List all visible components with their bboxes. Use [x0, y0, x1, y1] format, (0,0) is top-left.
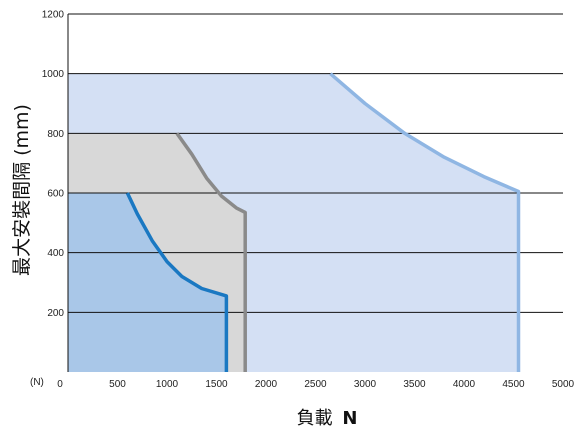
x-tick-label-1500: 1500 [205, 379, 228, 390]
x-axis-label: 負載 N [297, 408, 358, 429]
x-tick-label-2500: 2500 [304, 379, 327, 390]
tick-labels: 200 400 600 800 1000 1200 0 500 1000 1500 2000 2500… [42, 10, 575, 391]
x-tick-label-4000: 4000 [453, 379, 476, 390]
x-tick-label-2000: 2000 [255, 379, 278, 390]
y-tick-label-800: 800 [47, 129, 64, 140]
x-tick-label-5000: 5000 [552, 379, 575, 390]
y-tick-label-200: 200 [47, 308, 64, 319]
x-tick-label-1000: 1000 [156, 379, 179, 390]
series-2-line [125, 192, 229, 372]
y-tick-label-600: 600 [47, 189, 64, 200]
y-tick-label-1200: 1200 [42, 10, 65, 21]
series-0-line [329, 72, 521, 372]
x-tick-label-3000: 3000 [354, 379, 377, 390]
series-2-area [68, 193, 227, 372]
y-tick-label-400: 400 [47, 248, 64, 259]
gridlines [68, 13, 563, 313]
x-tick-label-4500: 4500 [502, 379, 525, 390]
x-tick-label-0: 0 [57, 379, 63, 390]
x-axis-label-unit: N [342, 408, 357, 429]
series-areas [68, 73, 519, 372]
x-axis-label-text: 負載 [297, 408, 333, 429]
x-tick-label-500: 500 [109, 379, 126, 390]
x-unit-marker: (N) [30, 377, 44, 388]
y-axis-label: 最大安裝間隔 (mm) [11, 104, 33, 276]
series-1-line [175, 132, 247, 372]
y-tick-label-1000: 1000 [42, 69, 65, 80]
series-curves [125, 72, 521, 372]
x-tick-label-3500: 3500 [403, 379, 426, 390]
